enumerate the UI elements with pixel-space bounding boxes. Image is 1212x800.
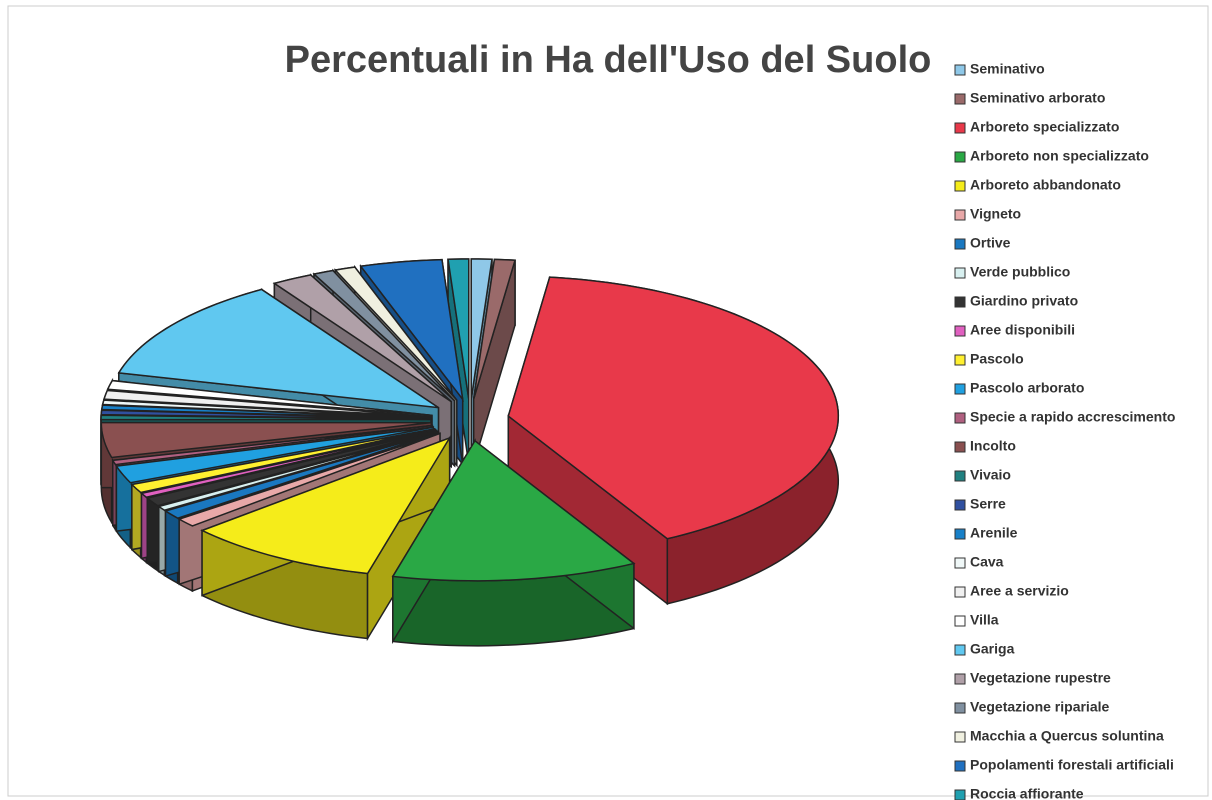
legend-swatch: [954, 209, 966, 221]
legend-label: Seminativo arborato: [970, 90, 1105, 106]
legend-swatch: [954, 122, 966, 134]
legend-swatch: [954, 731, 966, 743]
legend-label: Aree a servizio: [970, 583, 1069, 599]
pie-tops: [100, 258, 840, 582]
legend-label: Arboreto specializzato: [970, 119, 1119, 135]
legend-swatch: [954, 64, 966, 76]
chart-title: Percentuali in Ha dell'Uso del Suolo: [285, 39, 932, 81]
legend-swatch: [954, 93, 966, 105]
pie-slice: [106, 379, 433, 417]
pie-slice: [103, 389, 432, 418]
legend-label: Pascolo: [970, 351, 1024, 367]
legend-swatch: [954, 760, 966, 772]
pie-slice: [101, 399, 432, 419]
legend-swatch: [954, 557, 966, 569]
legend-label: Villa: [970, 612, 999, 628]
legend-label: Serre: [970, 496, 1006, 512]
legend-label: Giardino privato: [970, 293, 1078, 309]
legend-label: Vivaio: [970, 467, 1011, 483]
legend-swatch: [954, 499, 966, 511]
legend-swatch: [954, 151, 966, 163]
pie-slice: [472, 258, 517, 400]
legend-swatch: [954, 644, 966, 656]
legend-label: Seminativo: [970, 61, 1045, 77]
legend-label: Aree disponibili: [970, 322, 1075, 338]
legend-swatch: [954, 702, 966, 714]
legend-swatch: [954, 673, 966, 685]
legend-swatch: [954, 586, 966, 598]
legend-label: Gariga: [970, 641, 1015, 657]
pie-slice: [130, 428, 435, 494]
pie-slice: [163, 431, 439, 519]
pie-slice: [117, 288, 439, 409]
legend-label: Popolamenti forestali artificiali: [970, 757, 1174, 773]
legend-swatch: [954, 325, 966, 337]
pie-slice: [507, 276, 840, 540]
legend-swatch: [954, 615, 966, 627]
pie-slice: [200, 436, 452, 575]
legend-label: Specie a rapido accrescimento: [970, 409, 1175, 425]
legend-label: Verde pubblico: [970, 264, 1070, 280]
pie-slice: [145, 429, 437, 507]
legend-label: Arboreto abbandonato: [970, 177, 1121, 193]
legend-swatch: [954, 528, 966, 540]
legend-swatch: [954, 441, 966, 453]
legend-label: Cava: [970, 554, 1004, 570]
legend-swatch: [954, 267, 966, 279]
pie-slice: [312, 269, 456, 402]
pie-slice: [177, 432, 441, 527]
pie-slice: [447, 258, 470, 400]
legend-label: Arboreto non specializzato: [970, 148, 1149, 164]
legend-swatch: [954, 180, 966, 192]
legend-label: Roccia affiorante: [970, 786, 1084, 800]
legend-swatch: [954, 383, 966, 395]
pie-slice: [272, 274, 452, 403]
pie-slice: [100, 421, 432, 459]
legend-swatch: [954, 354, 966, 366]
pie-slice: [470, 258, 493, 400]
legend-label: Pascolo arborato: [970, 380, 1084, 396]
pie-slice: [391, 439, 636, 582]
pie-slice: [115, 426, 434, 484]
legend-swatch: [954, 238, 966, 250]
legend-label: Vegetazione ripariale: [970, 699, 1109, 715]
legend-label: Macchia a Quercus soluntina: [970, 728, 1164, 744]
pie-slice: [359, 258, 464, 403]
legend-label: Vegetazione rupestre: [970, 670, 1111, 686]
legend-swatch: [954, 412, 966, 424]
legend-swatch: [954, 789, 966, 800]
legend-label: Incolto: [970, 438, 1016, 454]
legend-label: Arenile: [970, 525, 1018, 541]
pie-slice: [139, 429, 436, 499]
legend-swatch: [954, 470, 966, 482]
legend-swatch: [954, 296, 966, 308]
legend-label: Ortive: [970, 235, 1011, 251]
pie-slice: [333, 266, 458, 401]
legend-label: Vigneto: [970, 206, 1021, 222]
pie-slice: [111, 424, 433, 466]
pie-slice: [156, 430, 438, 512]
